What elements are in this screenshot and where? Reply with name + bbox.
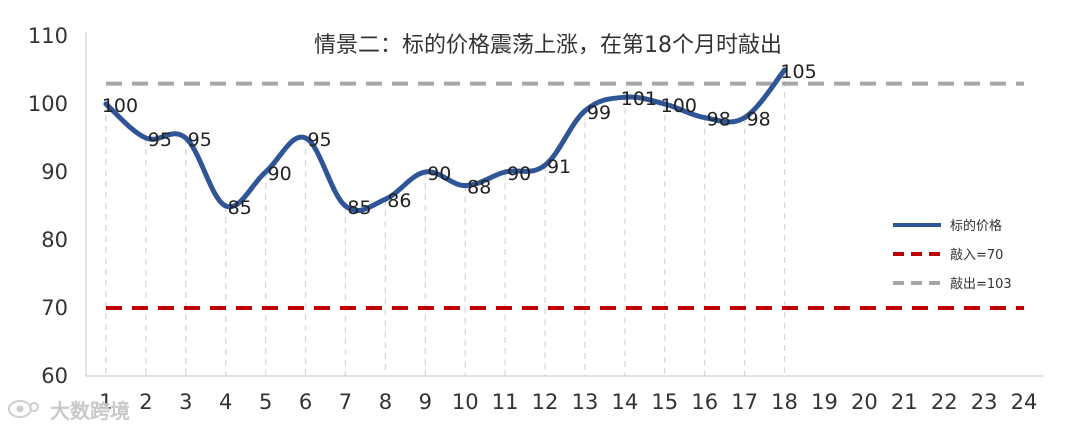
data-label: 90 xyxy=(427,163,451,185)
data-point xyxy=(103,101,109,107)
x-tick-label: 19 xyxy=(811,390,838,414)
data-point xyxy=(582,108,588,114)
x-tick-label: 2 xyxy=(139,390,152,414)
x-tick-label: 5 xyxy=(259,390,272,414)
data-label: 95 xyxy=(188,129,212,151)
data-label: 99 xyxy=(587,102,611,124)
data-label: 105 xyxy=(780,61,816,83)
data-point xyxy=(782,67,788,73)
chart-title: 情景二：标的价格震荡上涨，在第18个月时敲出 xyxy=(314,33,782,58)
data-label: 85 xyxy=(228,197,252,219)
data-point xyxy=(462,183,468,189)
data-label: 95 xyxy=(307,129,331,151)
y-tick-label: 80 xyxy=(41,228,68,252)
y-tick-label: 110 xyxy=(28,24,68,48)
y-tick-label: 70 xyxy=(41,296,68,320)
watermark-text: 大数跨境 xyxy=(50,399,130,423)
data-point xyxy=(223,203,229,209)
y-tick-label: 90 xyxy=(41,160,68,184)
x-tick-label: 24 xyxy=(1011,390,1038,414)
data-label: 91 xyxy=(547,156,571,178)
data-label: 98 xyxy=(707,109,731,131)
x-tick-label: 8 xyxy=(379,390,392,414)
x-tick-label: 6 xyxy=(299,390,312,414)
x-tick-label: 13 xyxy=(572,390,599,414)
x-tick-label: 7 xyxy=(339,390,352,414)
data-label: 101 xyxy=(621,88,657,110)
legend-label: 敲出=103 xyxy=(950,276,1012,292)
x-tick-label: 15 xyxy=(651,390,678,414)
data-label: 90 xyxy=(507,163,531,185)
x-tick-label: 1 xyxy=(99,390,112,414)
data-point xyxy=(702,115,708,121)
x-tick-label: 18 xyxy=(771,390,798,414)
x-tick-label: 9 xyxy=(419,390,432,414)
data-point xyxy=(342,203,348,209)
series-layer xyxy=(103,67,1025,310)
x-tick-label: 17 xyxy=(731,390,758,414)
data-label: 88 xyxy=(467,177,491,199)
x-tick-label: 11 xyxy=(492,390,519,414)
data-label: 86 xyxy=(387,190,411,212)
data-label: 98 xyxy=(747,109,771,131)
data-point xyxy=(382,196,388,202)
data-label: 90 xyxy=(268,163,292,185)
y-tick-label: 100 xyxy=(28,92,68,116)
x-tick-label: 23 xyxy=(971,390,998,414)
x-tick-label: 21 xyxy=(891,390,918,414)
data-point xyxy=(263,169,269,175)
x-tick-label: 4 xyxy=(219,390,232,414)
data-point xyxy=(303,135,309,141)
x-tick-label: 3 xyxy=(179,390,192,414)
data-label: 100 xyxy=(661,95,697,117)
eye-logo-icon xyxy=(8,400,39,418)
x-tick-label: 10 xyxy=(452,390,479,414)
x-tick-label: 12 xyxy=(532,390,559,414)
data-label: 100 xyxy=(102,95,138,117)
x-tick-label: 20 xyxy=(851,390,878,414)
data-point xyxy=(742,115,748,121)
watermark: 大数跨境 xyxy=(8,399,130,423)
data-point xyxy=(662,101,668,107)
data-point xyxy=(422,169,428,175)
y-tick-label: 60 xyxy=(41,364,68,388)
x-tick-label: 22 xyxy=(931,390,958,414)
legend-label: 敲入=70 xyxy=(950,247,1003,263)
data-point xyxy=(542,162,548,168)
data-label: 85 xyxy=(347,197,371,219)
data-point xyxy=(143,135,149,141)
legend-label: 标的价格 xyxy=(950,218,1002,234)
data-point xyxy=(183,135,189,141)
x-tick-label: 16 xyxy=(691,390,718,414)
data-label: 95 xyxy=(148,129,172,151)
data-point xyxy=(502,169,508,175)
gridlines xyxy=(105,70,786,376)
data-point xyxy=(622,94,628,100)
x-tick-label: 14 xyxy=(612,390,639,414)
